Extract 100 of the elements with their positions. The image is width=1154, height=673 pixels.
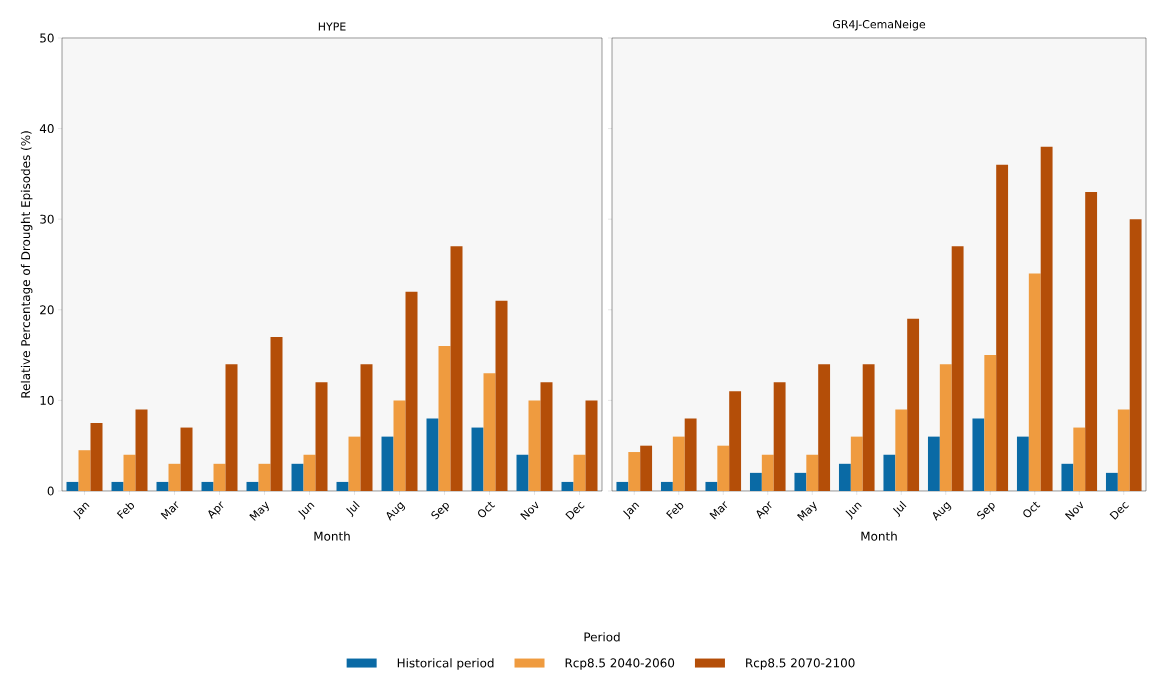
bar — [381, 436, 394, 491]
bar — [258, 463, 271, 491]
bar — [585, 400, 598, 491]
bar — [471, 427, 484, 491]
bar — [1040, 146, 1053, 491]
bar — [135, 409, 148, 491]
bar — [123, 454, 136, 491]
y-tick-label: 10 — [40, 395, 54, 405]
x-tick-label: Apr — [756, 501, 772, 519]
bar — [1117, 409, 1130, 491]
bar — [1061, 463, 1074, 491]
bar — [862, 364, 875, 491]
bar — [270, 336, 283, 491]
bar — [336, 481, 349, 491]
bar — [927, 436, 940, 491]
bar — [303, 454, 316, 491]
bar — [729, 391, 742, 491]
bar — [156, 481, 169, 491]
bar — [348, 436, 361, 491]
x-axis-title: Month — [861, 531, 897, 541]
y-tick-label: 50 — [40, 33, 54, 43]
bar — [225, 364, 238, 491]
legend-label: Historical period — [397, 658, 494, 670]
x-tick-label: Sep — [977, 502, 995, 520]
x-tick-label: Mar — [709, 501, 728, 520]
x-tick-label: Jul — [892, 500, 907, 518]
bar — [438, 346, 451, 491]
x-axis-title: Month — [314, 531, 350, 541]
bar — [360, 364, 373, 491]
bar — [246, 481, 259, 491]
x-tick-label: Oct — [1023, 501, 1041, 518]
bar — [483, 373, 496, 491]
bar — [773, 382, 786, 491]
bar — [939, 364, 952, 491]
bar — [818, 364, 831, 491]
bar — [201, 481, 214, 491]
bar — [66, 481, 79, 491]
bar — [684, 418, 697, 491]
bar — [1073, 427, 1086, 491]
bar — [749, 472, 762, 491]
x-tick-label: Sep — [431, 502, 449, 520]
y-tick-label: 0 — [47, 486, 54, 496]
legend-label: Rcp8.5 2040-2060 — [565, 658, 675, 670]
y-tick-label: 20 — [40, 305, 54, 315]
bar — [660, 481, 673, 491]
bar — [516, 454, 529, 491]
bar — [1085, 192, 1098, 491]
chart-title: HYPE — [318, 22, 346, 31]
bar — [1016, 436, 1029, 491]
bar — [895, 409, 908, 491]
bar — [291, 463, 304, 491]
bar — [405, 291, 418, 491]
bar — [616, 481, 629, 491]
x-tick-label: Jan — [623, 502, 640, 520]
x-tick-label: Jul — [346, 500, 360, 518]
bar — [393, 400, 406, 491]
bar — [315, 382, 328, 491]
bar — [90, 423, 103, 491]
bar — [1028, 273, 1041, 491]
legend-label: Rcp8.5 2070-2100 — [746, 658, 855, 670]
bar — [1129, 219, 1142, 491]
x-tick-label: Jan — [73, 502, 90, 520]
bar — [984, 355, 997, 491]
bar — [838, 463, 851, 491]
bar — [540, 382, 553, 491]
bar — [794, 472, 807, 491]
bar — [996, 164, 1009, 491]
x-tick-label: Feb — [116, 503, 135, 519]
bar — [705, 481, 718, 491]
bar — [806, 454, 819, 491]
bar — [640, 445, 653, 491]
bar — [528, 400, 541, 491]
x-tick-label: Oct — [478, 501, 496, 518]
bar — [450, 246, 463, 491]
y-tick-label: 40 — [39, 124, 54, 134]
x-tick-label: Dec — [1109, 502, 1129, 520]
legend-title: Period — [584, 632, 620, 642]
bar — [180, 427, 193, 491]
bar — [951, 246, 964, 491]
bar — [850, 436, 863, 491]
bar — [907, 318, 920, 491]
bar — [213, 463, 226, 491]
bar — [573, 454, 586, 491]
bar — [672, 436, 685, 491]
chart-title: GR4J-CemaNeige — [832, 19, 926, 31]
y-tick-label: 30 — [40, 214, 54, 224]
bar — [168, 463, 181, 491]
bar — [561, 481, 574, 491]
bar — [495, 300, 508, 491]
bar — [761, 454, 774, 491]
bar — [426, 418, 439, 491]
x-tick-label: Apr — [208, 501, 224, 519]
bar — [111, 481, 124, 491]
y-axis-title: Relative Percentage of Drought Episodes (%) — [20, 131, 33, 398]
bar — [717, 445, 730, 491]
x-tick-label: Dec — [565, 502, 585, 520]
bar — [883, 454, 896, 491]
bar — [628, 452, 641, 491]
bar — [78, 450, 91, 491]
bar — [972, 418, 985, 491]
